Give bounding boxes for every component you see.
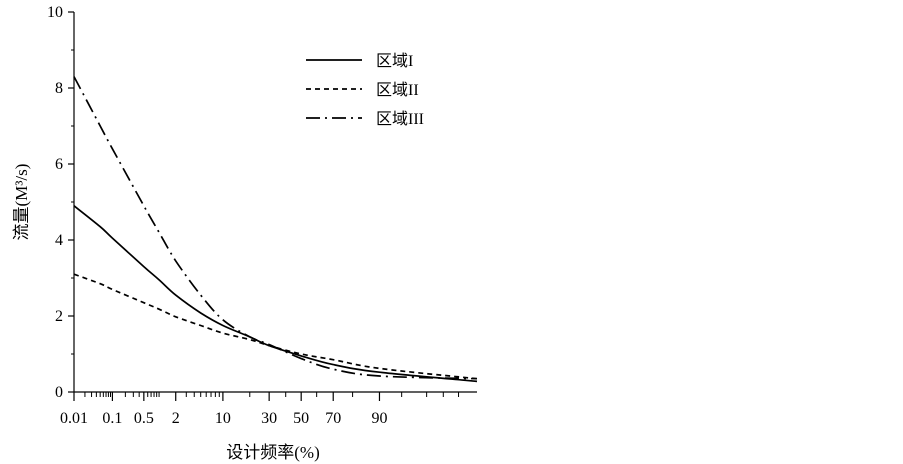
x-tick-label: 50 — [293, 410, 309, 427]
series-line-2 — [73, 273, 478, 380]
x-axis-title: 设计频率(%) — [226, 443, 319, 462]
series-line-3 — [73, 76, 478, 380]
x-tick-label: 0.01 — [60, 410, 88, 427]
x-tick-label: 0.1 — [102, 410, 122, 427]
y-tick-label: 4 — [55, 232, 63, 249]
y-tick-label: 0 — [55, 384, 63, 401]
y-tick-label: 6 — [55, 156, 63, 173]
legend: 区域I 区域II 区域III — [306, 52, 424, 128]
x-tick-label: 30 — [261, 410, 277, 427]
legend-label-3: 区域III — [376, 110, 424, 128]
x-tick-label: 0.5 — [134, 410, 154, 427]
series-line-1 — [73, 205, 478, 383]
x-tick-label: 2 — [172, 410, 180, 427]
y-tick-label: 8 — [55, 80, 63, 97]
series-layer — [73, 76, 478, 383]
x-tick-label: 10 — [215, 410, 231, 427]
y-tick-label: 10 — [47, 4, 63, 21]
x-tick-label: 90 — [371, 410, 387, 427]
legend-label-2: 区域II — [376, 81, 419, 99]
axes: 0 2 4 6 8 10 0.01 0.1 0.5 2 10 30 50 70 90 设计频率(%) 流量(M³… — [12, 4, 477, 462]
legend-label-1: 区域I — [376, 52, 413, 70]
x-tick-label: 70 — [325, 410, 341, 427]
y-axis-title: 流量(M³/s) — [12, 164, 31, 241]
y-tick-label: 2 — [55, 308, 63, 325]
